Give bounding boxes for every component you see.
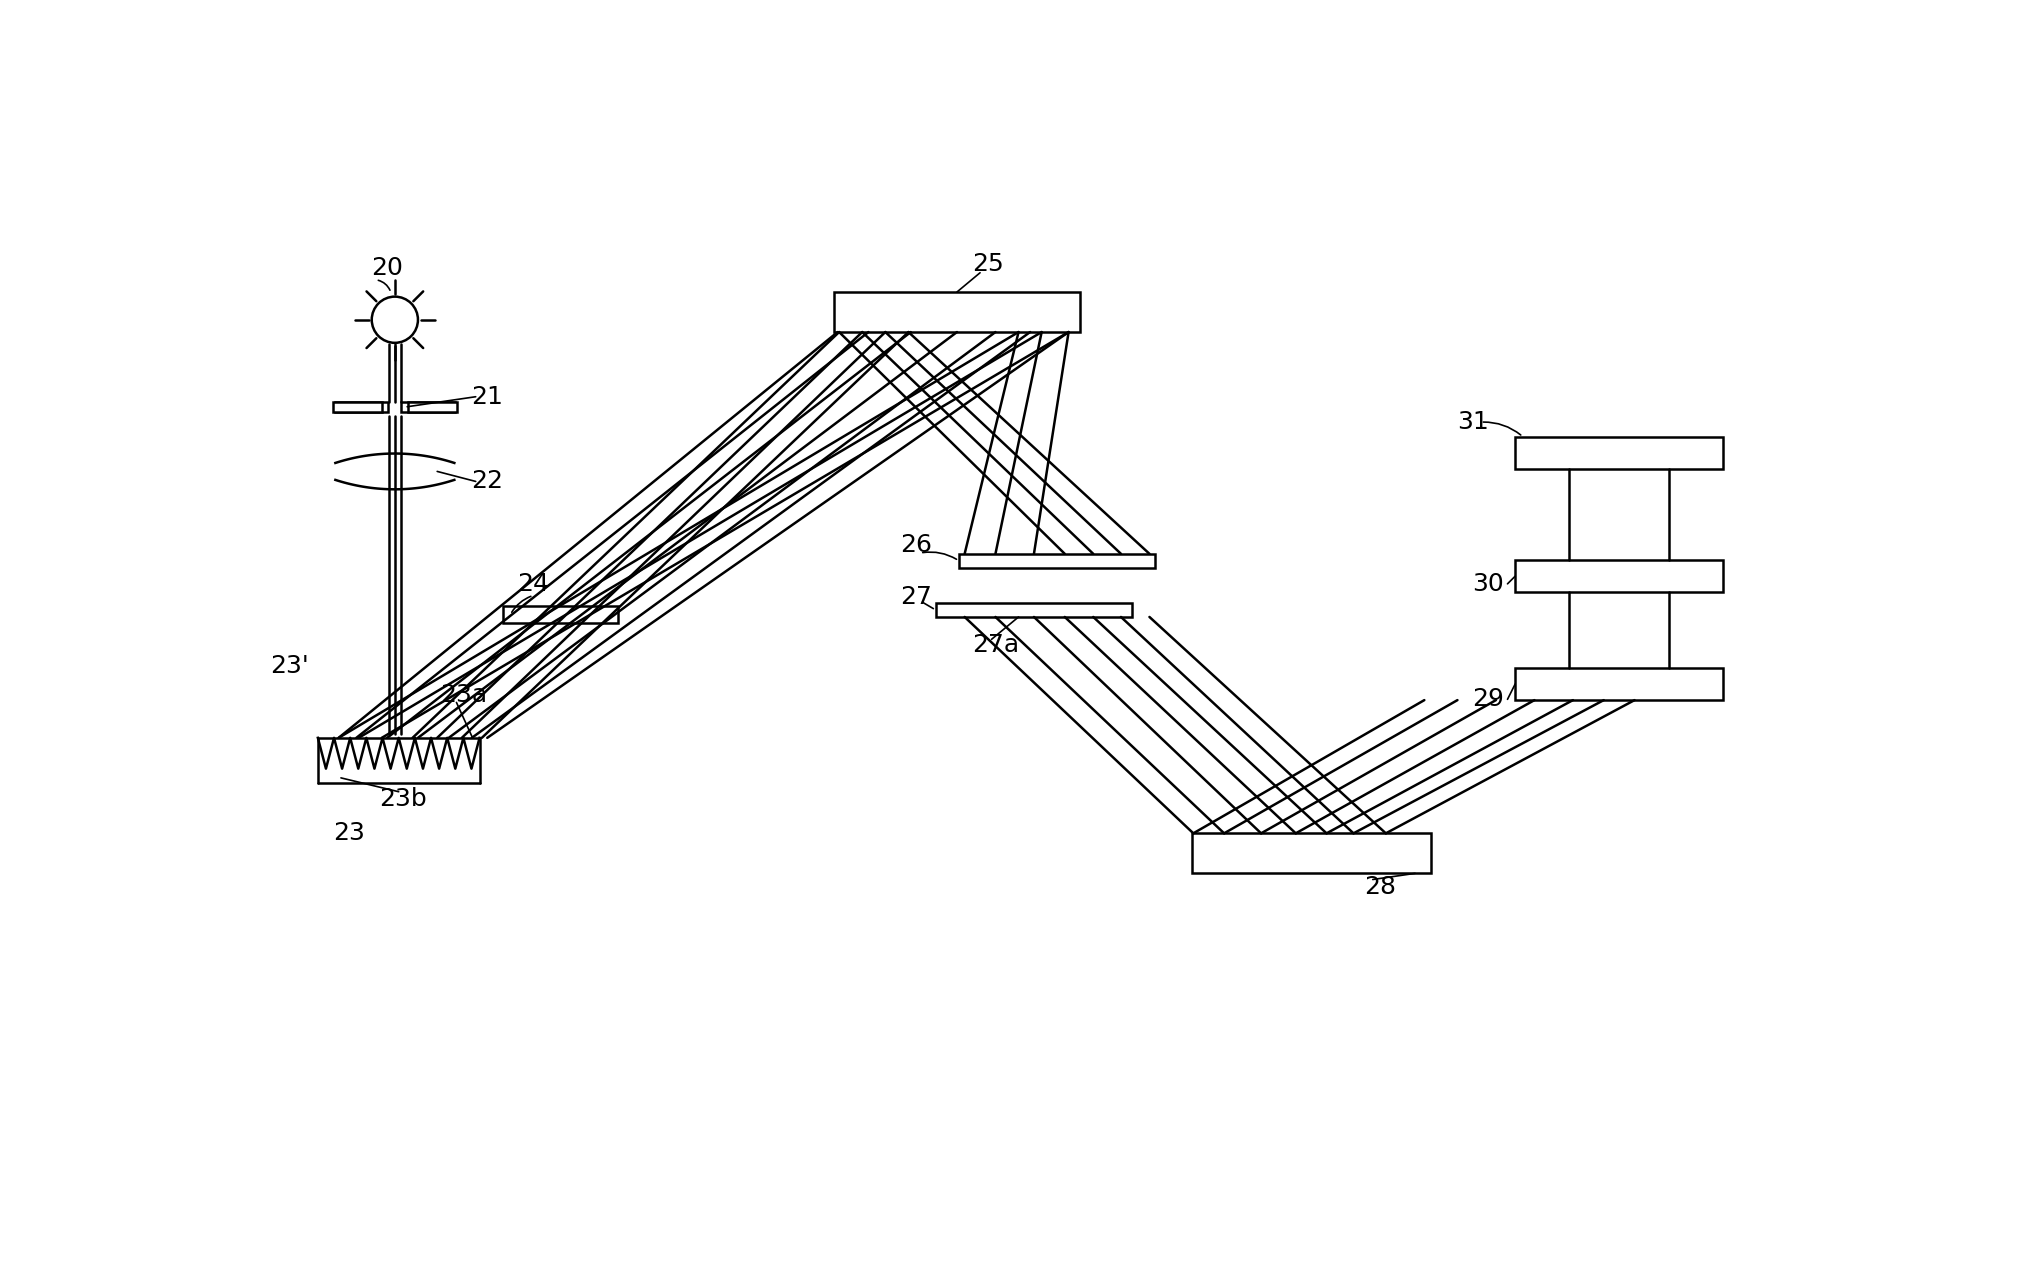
Text: 22: 22 bbox=[471, 469, 504, 494]
Text: 24: 24 bbox=[518, 572, 548, 595]
Bar bbox=[332, 402, 381, 412]
Text: 23: 23 bbox=[332, 822, 365, 846]
Text: 23a: 23a bbox=[440, 683, 487, 707]
Text: 28: 28 bbox=[1364, 875, 1397, 899]
Bar bbox=[958, 553, 1154, 567]
Bar bbox=[402, 402, 455, 412]
Text: 31: 31 bbox=[1456, 410, 1488, 434]
Text: 30: 30 bbox=[1472, 572, 1503, 595]
Text: 21: 21 bbox=[471, 384, 504, 408]
Bar bbox=[1515, 668, 1723, 700]
Bar bbox=[1191, 833, 1429, 874]
Text: 26: 26 bbox=[899, 533, 932, 557]
Text: 23': 23' bbox=[269, 654, 308, 678]
Bar bbox=[502, 607, 618, 623]
Bar bbox=[1515, 560, 1723, 593]
Text: 27a: 27a bbox=[971, 633, 1020, 658]
Text: 27: 27 bbox=[899, 585, 932, 609]
Bar bbox=[334, 402, 387, 412]
Text: 23b: 23b bbox=[379, 787, 426, 812]
Bar bbox=[834, 293, 1079, 332]
Text: 29: 29 bbox=[1472, 687, 1503, 711]
Text: 20: 20 bbox=[371, 256, 404, 280]
Bar bbox=[408, 402, 457, 412]
Bar bbox=[936, 603, 1132, 617]
Bar bbox=[1515, 436, 1723, 469]
Text: 25: 25 bbox=[971, 252, 1003, 276]
